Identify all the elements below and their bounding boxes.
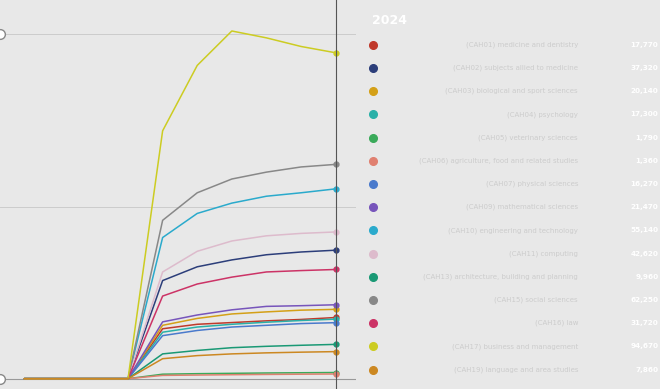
Text: 17,770: 17,770 <box>631 42 659 48</box>
Text: 1,360: 1,360 <box>636 158 659 164</box>
Text: (CAH05) veterinary sciences: (CAH05) veterinary sciences <box>478 134 578 141</box>
Text: (CAH01) medicine and dentistry: (CAH01) medicine and dentistry <box>466 41 578 48</box>
Text: (CAH09) mathematical sciences: (CAH09) mathematical sciences <box>466 204 578 210</box>
Text: 20,140: 20,140 <box>631 88 659 94</box>
Text: 9,960: 9,960 <box>636 274 659 280</box>
Text: (CAH02) subjects allied to medicine: (CAH02) subjects allied to medicine <box>453 65 578 71</box>
Text: 62,250: 62,250 <box>630 297 659 303</box>
Text: (CAH06) agriculture, food and related studies: (CAH06) agriculture, food and related st… <box>419 158 578 164</box>
Text: (CAH17) business and management: (CAH17) business and management <box>452 343 578 350</box>
Text: 42,620: 42,620 <box>630 251 659 257</box>
Text: (CAH11) computing: (CAH11) computing <box>509 250 578 257</box>
Text: 31,720: 31,720 <box>631 320 659 326</box>
Text: 1,790: 1,790 <box>636 135 659 140</box>
Text: (CAH16) law: (CAH16) law <box>535 320 578 326</box>
Text: 17,300: 17,300 <box>631 111 659 117</box>
Text: 94,670: 94,670 <box>630 343 659 349</box>
Text: (CAH15) social sciences: (CAH15) social sciences <box>494 297 578 303</box>
Text: (CAH07) physical sciences: (CAH07) physical sciences <box>486 180 578 187</box>
Text: (CAH10) engineering and technology: (CAH10) engineering and technology <box>448 227 578 234</box>
Text: 37,320: 37,320 <box>631 65 659 71</box>
Text: (CAH13) architecture, building and planning: (CAH13) architecture, building and plann… <box>423 273 578 280</box>
Text: 55,140: 55,140 <box>630 227 659 233</box>
Text: 2024: 2024 <box>372 14 407 26</box>
Text: (CAH03) biological and sport sciences: (CAH03) biological and sport sciences <box>446 88 578 95</box>
Text: 21,470: 21,470 <box>631 204 659 210</box>
Text: (CAH19) language and area studies: (CAH19) language and area studies <box>453 366 578 373</box>
Text: 7,860: 7,860 <box>636 366 659 373</box>
Text: (CAH04) psychology: (CAH04) psychology <box>507 111 578 117</box>
Text: 16,270: 16,270 <box>630 181 659 187</box>
